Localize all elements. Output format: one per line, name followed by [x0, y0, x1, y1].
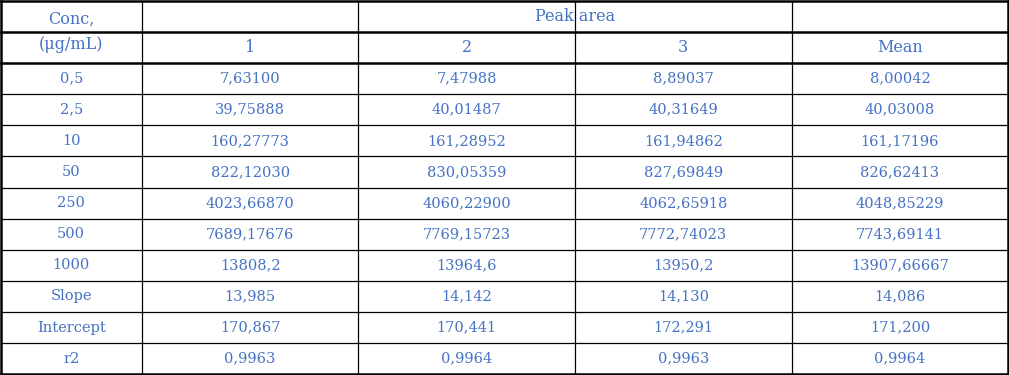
- Text: 0,9963: 0,9963: [658, 352, 709, 366]
- Text: 822,12030: 822,12030: [211, 165, 290, 179]
- Text: 4023,66870: 4023,66870: [206, 196, 295, 210]
- Text: 13950,2: 13950,2: [653, 258, 713, 272]
- Text: 13964,6: 13964,6: [437, 258, 497, 272]
- Text: 161,28952: 161,28952: [428, 134, 507, 148]
- Text: 14,130: 14,130: [658, 290, 709, 303]
- Text: 0,9964: 0,9964: [875, 352, 925, 366]
- Text: 170,441: 170,441: [437, 321, 496, 334]
- Text: 7689,17676: 7689,17676: [206, 227, 295, 241]
- Text: 4060,22900: 4060,22900: [423, 196, 511, 210]
- Text: 14,142: 14,142: [441, 290, 492, 303]
- Text: 3: 3: [678, 39, 688, 56]
- Text: 250: 250: [58, 196, 85, 210]
- Text: 13907,66667: 13907,66667: [851, 258, 948, 272]
- Text: 161,17196: 161,17196: [861, 134, 939, 148]
- Text: 13,985: 13,985: [225, 290, 275, 303]
- Text: 7769,15723: 7769,15723: [423, 227, 511, 241]
- Text: 40,01487: 40,01487: [432, 103, 501, 117]
- Text: 4062,65918: 4062,65918: [639, 196, 727, 210]
- Text: 170,867: 170,867: [220, 321, 281, 334]
- Text: 1000: 1000: [52, 258, 90, 272]
- Text: r2: r2: [64, 352, 80, 366]
- Text: 8,89037: 8,89037: [653, 72, 713, 86]
- Text: 40,31649: 40,31649: [649, 103, 718, 117]
- Text: 171,200: 171,200: [870, 321, 930, 334]
- Text: 0,9964: 0,9964: [441, 352, 492, 366]
- Text: Conc,
(μg/mL): Conc, (μg/mL): [39, 11, 104, 53]
- Text: 50: 50: [62, 165, 81, 179]
- Text: Mean: Mean: [877, 39, 923, 56]
- Text: 172,291: 172,291: [654, 321, 713, 334]
- Text: 1: 1: [245, 39, 255, 56]
- Text: 7743,69141: 7743,69141: [856, 227, 944, 241]
- Text: Intercept: Intercept: [37, 321, 106, 334]
- Text: 7,47988: 7,47988: [437, 72, 497, 86]
- Text: 4048,85229: 4048,85229: [856, 196, 944, 210]
- Text: 2,5: 2,5: [60, 103, 83, 117]
- Text: 827,69849: 827,69849: [644, 165, 722, 179]
- Text: 7772,74023: 7772,74023: [640, 227, 727, 241]
- Text: 830,05359: 830,05359: [427, 165, 507, 179]
- Text: 0,9963: 0,9963: [224, 352, 275, 366]
- Text: 40,03008: 40,03008: [865, 103, 935, 117]
- Text: 14,086: 14,086: [875, 290, 925, 303]
- Text: 826,62413: 826,62413: [861, 165, 939, 179]
- Text: 500: 500: [58, 227, 85, 241]
- Text: Peak area: Peak area: [535, 8, 615, 25]
- Text: 7,63100: 7,63100: [220, 72, 281, 86]
- Text: 8,00042: 8,00042: [870, 72, 930, 86]
- Text: Slope: Slope: [50, 290, 92, 303]
- Text: 2: 2: [462, 39, 472, 56]
- Text: 10: 10: [62, 134, 81, 148]
- Text: 161,94862: 161,94862: [644, 134, 722, 148]
- Text: 39,75888: 39,75888: [215, 103, 286, 117]
- Text: 0,5: 0,5: [60, 72, 83, 86]
- Text: 13808,2: 13808,2: [220, 258, 281, 272]
- Text: 160,27773: 160,27773: [211, 134, 290, 148]
